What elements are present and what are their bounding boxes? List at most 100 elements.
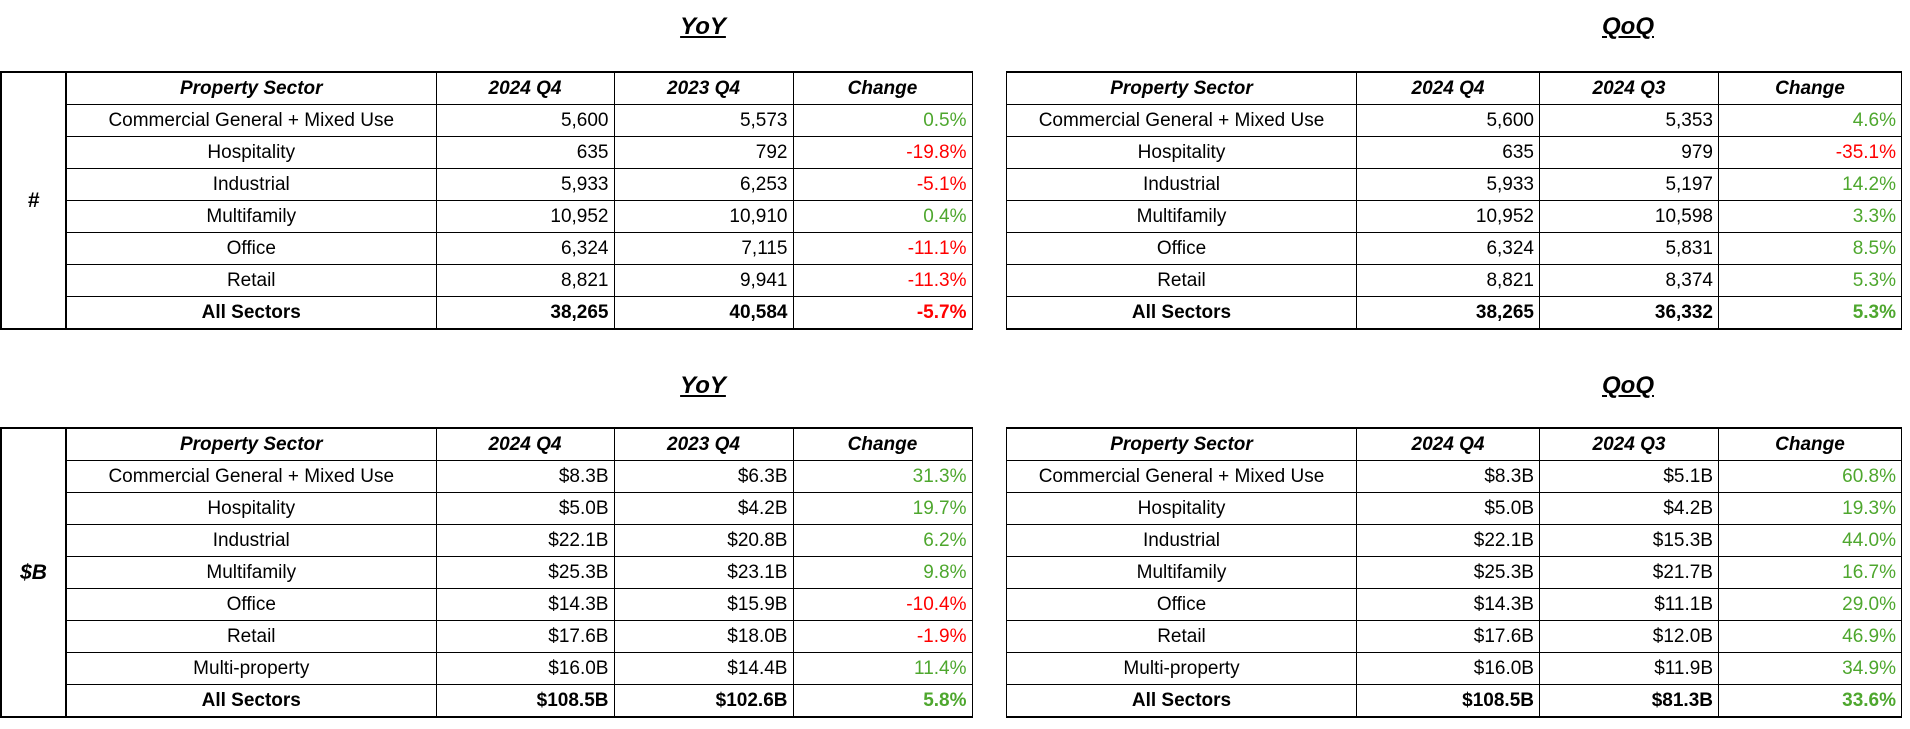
change-cell: 19.3% <box>1718 492 1902 525</box>
change-cell: -35.1% <box>1718 136 1902 169</box>
data-row: Hospitality 635 979 -35.1% <box>1006 136 1902 169</box>
column-header: Property Sector <box>65 71 437 105</box>
sector-cell: Hospitality <box>65 136 437 169</box>
value-cell: 6,253 <box>613 168 794 201</box>
sector-cell: Hospitality <box>1006 136 1357 169</box>
sector-cell: Commercial General + Mixed Use <box>65 460 437 493</box>
column-header: Property Sector <box>65 427 437 461</box>
value-cell: 979 <box>1539 136 1719 169</box>
data-row: Industrial $22.1B $15.3B 44.0% <box>1006 524 1902 557</box>
value-cell: 5,573 <box>613 104 794 137</box>
column-header: 2024 Q4 <box>435 71 615 105</box>
data-row: Multifamily $25.3B $21.7B 16.7% <box>1006 556 1902 589</box>
column-header: 2024 Q3 <box>1539 71 1719 105</box>
value-cell: $17.6B <box>1356 620 1540 653</box>
data-row: Commercial General + Mixed Use 5,600 5,353… <box>1006 104 1902 137</box>
value-cell: 5,600 <box>435 104 615 137</box>
change-cell: 8.5% <box>1718 232 1902 265</box>
sector-cell: Retail <box>65 264 437 297</box>
change-cell: -1.9% <box>792 620 973 653</box>
change-cell: -5.1% <box>792 168 973 201</box>
header-row: Property Sector 2024 Q4 2024 Q3 Change <box>1006 71 1902 105</box>
value-cell: 8,821 <box>435 264 615 297</box>
header-row: # Property Sector 2024 Q4 2023 Q4 Change <box>0 71 973 330</box>
change-cell: 44.0% <box>1718 524 1902 557</box>
data-row: Retail 8,821 8,374 5.3% <box>1006 264 1902 297</box>
value-cell: 6,324 <box>435 232 615 265</box>
value-cell: 10,910 <box>613 200 794 233</box>
value-cell: $14.3B <box>435 588 615 621</box>
data-row: Multifamily 10,952 10,598 3.3% <box>1006 200 1902 233</box>
data-row: Office $14.3B $15.9B -10.4% <box>1 588 973 621</box>
data-table: Property Sector 2024 Q4 2024 Q3 Change Comme… <box>1006 427 1902 718</box>
value-cell: 635 <box>1356 136 1540 169</box>
data-row: Industrial 5,933 5,197 14.2% <box>1006 168 1902 201</box>
value-cell: 6,324 <box>1356 232 1540 265</box>
value-cell: $11.1B <box>1539 588 1719 621</box>
value-cell: $11.9B <box>1539 652 1719 685</box>
value-cell: 38,265 <box>435 296 615 330</box>
sector-cell: Retail <box>65 620 437 653</box>
change-cell: 16.7% <box>1718 556 1902 589</box>
table-title: YoY <box>680 372 726 399</box>
change-cell: 9.8% <box>792 556 973 589</box>
value-cell: $14.3B <box>1356 588 1540 621</box>
value-cell: 5,933 <box>1356 168 1540 201</box>
value-cell: $15.3B <box>1539 524 1719 557</box>
sector-cell: All Sectors <box>1006 684 1357 718</box>
change-cell: -11.1% <box>792 232 973 265</box>
column-header: Property Sector <box>1006 427 1357 461</box>
column-header: 2024 Q4 <box>1356 427 1540 461</box>
table-body: Property Sector 2024 Q4 2024 Q3 Change Comme… <box>1006 71 1902 330</box>
change-cell: 6.2% <box>792 524 973 557</box>
column-header: Change <box>1718 427 1902 461</box>
change-cell: 60.8% <box>1718 460 1902 493</box>
data-row: Multifamily $25.3B $23.1B 9.8% <box>1 556 973 589</box>
value-cell: $17.6B <box>435 620 615 653</box>
data-table: Property Sector 2024 Q4 2024 Q3 Change Comme… <box>1006 71 1902 330</box>
section-label: # <box>0 71 67 330</box>
change-cell: 0.5% <box>792 104 973 137</box>
table-title: YoY <box>680 13 726 40</box>
total-row: All Sectors $108.5B $102.6B 5.8% <box>1 684 973 718</box>
value-cell: $8.3B <box>435 460 615 493</box>
sector-cell: Commercial General + Mixed Use <box>1006 104 1357 137</box>
value-cell: $15.9B <box>613 588 794 621</box>
section-label: $B <box>0 427 67 718</box>
change-cell: 11.4% <box>792 652 973 685</box>
sector-cell: Hospitality <box>65 492 437 525</box>
sector-cell: Industrial <box>1006 524 1357 557</box>
data-row: Hospitality 635 792 -19.8% <box>1 136 973 169</box>
sector-cell: Multifamily <box>65 200 437 233</box>
column-header: 2024 Q3 <box>1539 427 1719 461</box>
value-cell: 7,115 <box>613 232 794 265</box>
value-cell: 8,821 <box>1356 264 1540 297</box>
data-row: Multi-property $16.0B $14.4B 11.4% <box>1 652 973 685</box>
value-cell: $5.1B <box>1539 460 1719 493</box>
change-cell: -19.8% <box>792 136 973 169</box>
column-header: 2024 Q4 <box>1356 71 1540 105</box>
header-row: $B Property Sector 2024 Q4 2023 Q4 Change <box>0 427 973 718</box>
sector-cell: Office <box>65 232 437 265</box>
value-cell: $25.3B <box>1356 556 1540 589</box>
change-cell: 29.0% <box>1718 588 1902 621</box>
sector-cell: Retail <box>1006 620 1357 653</box>
value-cell: $12.0B <box>1539 620 1719 653</box>
sector-cell: Industrial <box>1006 168 1357 201</box>
column-header: 2023 Q4 <box>613 427 794 461</box>
data-row: Retail 8,821 9,941 -11.3% <box>1 264 973 297</box>
sector-cell: Industrial <box>65 524 437 557</box>
sector-cell: All Sectors <box>65 684 437 718</box>
value-cell: $14.4B <box>613 652 794 685</box>
sector-cell: Industrial <box>65 168 437 201</box>
value-cell: $108.5B <box>435 684 615 718</box>
sector-cell: Office <box>1006 588 1357 621</box>
value-cell: 5,600 <box>1356 104 1540 137</box>
value-cell: $102.6B <box>613 684 794 718</box>
change-cell: -5.7% <box>792 296 973 330</box>
value-cell: 635 <box>435 136 615 169</box>
change-cell: 5.8% <box>792 684 973 718</box>
change-cell: -11.3% <box>792 264 973 297</box>
change-cell: 14.2% <box>1718 168 1902 201</box>
sector-cell: All Sectors <box>65 296 437 330</box>
